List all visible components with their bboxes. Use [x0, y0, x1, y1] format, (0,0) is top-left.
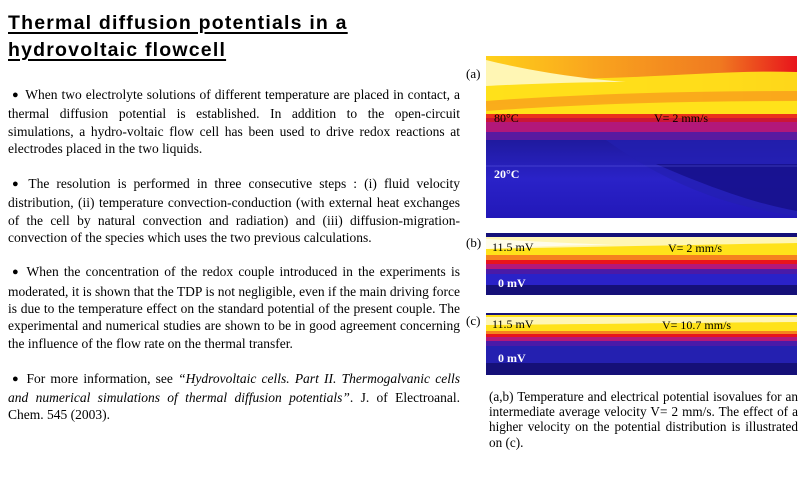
- page-title: Thermal diffusion potentials in a hydrov…: [8, 10, 408, 64]
- velocity-label-b: V= 2 mm/s: [668, 241, 723, 255]
- paragraph-2-text: The resolution is performed in three con…: [8, 176, 460, 246]
- temperature-contour-image: [486, 56, 797, 218]
- figure-b-tag: (b): [466, 235, 482, 250]
- paragraph-4-lead: For more information, see: [26, 370, 179, 386]
- title-line-2: hydrovoltaic flowcell: [8, 39, 227, 61]
- potential-top-label-b: 11.5 mV: [492, 240, 534, 254]
- figure-a-tag: (a): [466, 66, 481, 81]
- reference-source: . J. of Electroanal. Chem. 545 (2003).: [8, 390, 460, 423]
- paragraph-2: ● The resolution is performed in three co…: [8, 175, 460, 246]
- paragraph-1: ● When two electrolyte solutions of diffe…: [8, 86, 460, 157]
- paragraph-1-text: When two electrolyte solutions of differ…: [8, 87, 460, 156]
- paragraph-3-text: When the concentration of the redox coup…: [8, 264, 460, 351]
- bullet-icon: ●: [12, 89, 20, 101]
- potential-contour-image-c: [486, 313, 797, 375]
- velocity-label-a: V= 2 mm/s: [654, 111, 709, 125]
- title-line-1: Thermal diffusion potentials in a: [8, 12, 348, 34]
- reference-title: “Hydrovoltaic cells. Part II. Thermogalv…: [8, 370, 460, 406]
- potential-bottom-label-c: 0 mV: [498, 351, 526, 365]
- hot-temperature-label: 80°C: [494, 111, 519, 125]
- figure-c-tag: (c): [466, 313, 481, 328]
- text-column: ● When two electrolyte solutions of diffe…: [8, 86, 460, 442]
- velocity-label-c: V= 10.7 mm/s: [662, 318, 732, 332]
- figure-c-potential-map: 11.5 mV V= 10.7 mm/s 0 mV: [486, 313, 797, 375]
- potential-contour-image-b: [486, 233, 797, 295]
- bullet-icon: ●: [12, 266, 21, 279]
- figure-b-potential-map: 11.5 mV V= 2 mm/s 0 mV: [486, 233, 797, 295]
- bullet-icon: ●: [12, 178, 23, 191]
- cold-temperature-label: 20°C: [494, 167, 520, 181]
- potential-top-label-c: 11.5 mV: [492, 317, 534, 331]
- bullet-icon: ●: [12, 372, 21, 385]
- potential-bottom-label-b: 0 mV: [498, 276, 526, 290]
- paragraph-4: ● For more information, see “Hydrovoltaic…: [8, 370, 460, 424]
- paragraph-3: ● When the concentration of the redox cou…: [8, 263, 460, 351]
- figure-caption: (a,b) Temperature and electrical potenti…: [489, 389, 798, 450]
- figure-a-temperature-map: 80°C V= 2 mm/s 20°C: [486, 56, 797, 218]
